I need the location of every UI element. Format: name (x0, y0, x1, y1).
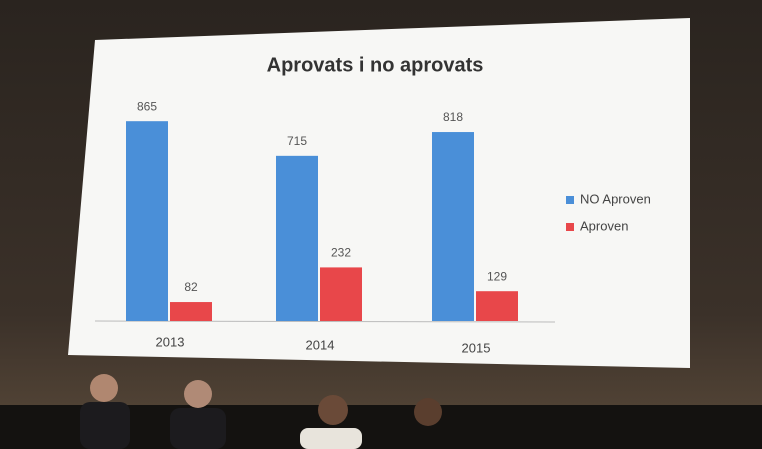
x-tick-label: 2015 (462, 340, 491, 355)
person-body (300, 428, 362, 449)
bar (320, 267, 362, 321)
x-tick-label: 2013 (156, 334, 185, 349)
data-label: 232 (331, 246, 351, 260)
bar (276, 155, 318, 321)
x-tick-label: 2014 (306, 337, 335, 352)
data-label: 865 (137, 99, 157, 113)
bar (170, 302, 212, 321)
bar (476, 291, 518, 321)
legend-swatch (566, 223, 574, 231)
person-head (414, 398, 442, 426)
legend-label: Aproven (580, 218, 628, 233)
data-label: 82 (184, 280, 198, 294)
audience (80, 374, 442, 449)
data-label: 129 (487, 269, 507, 283)
person-head (318, 395, 348, 425)
chart-title: Aprovats i no aprovats (267, 54, 484, 76)
person-body (80, 402, 130, 449)
data-label: 818 (443, 110, 463, 124)
baseline (94, 320, 556, 323)
data-label: 715 (287, 134, 307, 148)
bar (432, 132, 474, 321)
person-head (90, 374, 118, 402)
person-head (184, 380, 212, 408)
projection-screen (68, 18, 690, 368)
legend-swatch (566, 196, 574, 204)
bar (126, 121, 168, 321)
person-body (170, 408, 226, 449)
legend-label: NO Aproven (580, 191, 651, 206)
